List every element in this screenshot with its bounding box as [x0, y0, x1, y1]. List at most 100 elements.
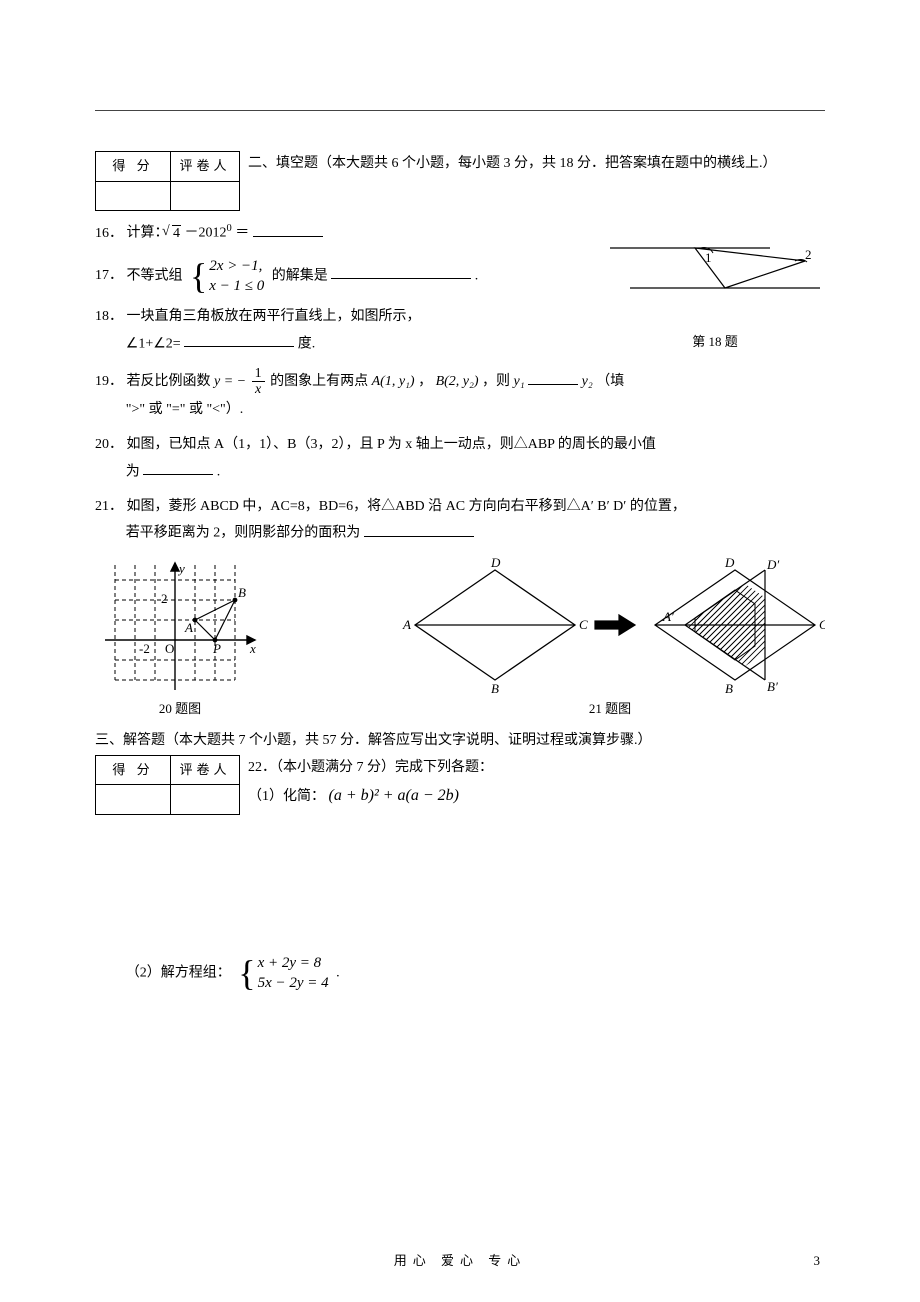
fig20-O: O — [165, 641, 174, 656]
figure-20: y x O A B P 2 -2 20 题图 — [95, 555, 265, 722]
q19-A: A(1, y₁) — [372, 374, 415, 389]
score-cell — [171, 181, 240, 211]
fig20-two: 2 — [161, 591, 168, 606]
footer-page: 3 — [814, 1249, 821, 1274]
section3-title: 三、解答题（本大题共 7 个小题，共 57 分．解答应写出文字说明、证明过程或演… — [95, 728, 825, 755]
score-cell — [171, 785, 240, 815]
q19-B: B(2, y₂) — [436, 374, 479, 389]
footer: 用心 爱心 专心 3 — [0, 1249, 920, 1274]
q19-num: 19． — [95, 369, 123, 396]
fig21-B2: B — [725, 681, 733, 695]
q16-sup: 0 — [227, 223, 232, 234]
fig21-C: C — [579, 617, 588, 632]
q16-num: 16． — [95, 221, 123, 248]
fig20-caption: 20 题图 — [159, 697, 201, 722]
figure-21: A B C D — [395, 555, 825, 722]
q20-line1: 如图，已知点 A（1，1）、B（3，2），且 P 为 x 轴上一动点，则△ABP… — [127, 437, 656, 452]
q17-period: . — [475, 268, 479, 283]
q19-blank — [528, 368, 578, 384]
fig21-caption: 21 题图 — [589, 697, 631, 722]
fig18-caption: 第 18 题 — [605, 330, 825, 355]
q20-num: 20． — [95, 432, 123, 459]
q16-eq: ＝ — [235, 226, 249, 241]
q17-tail: 的解集是 — [272, 268, 328, 283]
q19-line2: ">" 或 "=" 或 "<"）. — [95, 397, 825, 424]
q19-yeq: y = − — [214, 374, 246, 389]
score-col-1: 得 分 — [96, 152, 171, 182]
page: 得 分 评卷人 二、填空题（本大题共 6 个小题，每小题 3 分，共 18 分．… — [0, 0, 920, 1302]
question-19: 19． 若反比例函数 y = − 1 x 的图象上有两点 A(1, y₁) ， … — [95, 366, 825, 424]
figures-row: y x O A B P 2 -2 20 题图 — [95, 555, 825, 722]
q19-pre: 若反比例函数 — [127, 374, 215, 389]
q18-prefix: ∠1+∠2= — [126, 336, 181, 351]
q20-blank — [143, 459, 213, 475]
section2-title: 二、填空题（本大题共 6 个小题，每小题 3 分，共 18 分．把答案填在题中的… — [245, 151, 825, 178]
q18-suffix: 度. — [298, 336, 316, 351]
q20-line2-prefix: 为 — [126, 464, 140, 479]
q18-blank — [184, 331, 294, 347]
q19-comma: ， — [418, 374, 432, 389]
q17-label: 不等式组 — [127, 268, 183, 283]
q16-radicand: 4 — [172, 225, 181, 241]
score-table-sec2: 得 分 评卷人 — [95, 151, 240, 211]
fig21-Dprime: D′ — [766, 557, 779, 572]
fig18-label1: 1 — [705, 250, 712, 265]
q19-y1: y₁ — [514, 374, 525, 389]
footer-text: 用心 爱心 专心 — [394, 1253, 527, 1268]
work-space-1 — [95, 815, 825, 945]
q22-head: 22．（本小题满分 7 分）完成下列各题： — [245, 755, 825, 782]
figure-18: 1 2 第 18 题 — [605, 228, 825, 355]
question-20: 20． 如图，已知点 A（1，1）、B（3，2），且 P 为 x 轴上一动点，则… — [95, 432, 825, 486]
fig20-B: B — [238, 585, 246, 600]
q20-period: . — [217, 464, 221, 479]
q21-line1: 如图，菱形 ABCD 中，AC=8，BD=6，将△ABD 沿 AC 方向向右平移… — [127, 499, 686, 514]
question-22-part2: （2）解方程组： { x + 2y = 8 5x − 2y = 4 . — [95, 953, 825, 994]
score-col-2: 评卷人 — [171, 152, 240, 182]
q16-radical: √ — [162, 219, 170, 246]
fig20-P: P — [212, 641, 221, 656]
q22-p2-line1: x + 2y = 8 — [258, 953, 329, 973]
score-cell — [96, 181, 171, 211]
fig18-label2: 2 — [805, 247, 812, 262]
q19-frac-num: 1 — [252, 366, 265, 382]
score-table-sec3: 得 分 评卷人 — [95, 755, 240, 815]
fig21-B: B — [491, 681, 499, 695]
q22-p2-period: . — [336, 965, 340, 980]
q21-num: 21． — [95, 494, 123, 521]
q22-p1-expr: (a + b)² + a(a − 2b) — [329, 787, 460, 804]
q19-tail: （填 — [596, 374, 624, 389]
top-rule — [95, 110, 825, 111]
fig20-y: y — [177, 561, 185, 576]
q17-blank — [331, 263, 471, 279]
q19-y2: y₂ — [582, 374, 593, 389]
fig21-D2: D — [724, 555, 735, 570]
fig20-A: A — [184, 620, 193, 635]
fig21-C2: C — [819, 617, 825, 632]
fig20-neg2: -2 — [139, 641, 150, 656]
q19-mid: 的图象上有两点 — [270, 374, 372, 389]
q16-blank — [253, 221, 323, 237]
q17-num: 17． — [95, 263, 123, 290]
question-22: 22．（本小题满分 7 分）完成下列各题： （1）化简： (a + b)² + … — [245, 755, 825, 812]
question-17: 17． 不等式组 { 2x > −1, x − 1 ≤ 0 的解集是 . 1 2 — [95, 256, 825, 297]
q22-p2-line2: 5x − 2y = 4 — [258, 973, 329, 993]
fig20-x: x — [249, 641, 256, 656]
score3-col-2: 评卷人 — [171, 755, 240, 785]
q19-frac-den: x — [252, 382, 265, 397]
q22-p2-brace: { x + 2y = 8 5x − 2y = 4 — [238, 953, 328, 994]
score-cell — [96, 785, 171, 815]
score3-col-1: 得 分 — [96, 755, 171, 785]
q19-then: ，则 — [482, 374, 514, 389]
q18-text-a: 一块直角三角板放在两平行直线上，如图所示， — [127, 309, 421, 324]
q17-brace: { 2x > −1, x − 1 ≤ 0 — [190, 256, 264, 297]
q17-line2: x − 1 ≤ 0 — [209, 276, 264, 296]
q18-num: 18． — [95, 304, 123, 331]
fig21-Aprime: A′ — [662, 609, 674, 624]
q16-mid: －2012 — [185, 226, 227, 241]
fig21-A: A — [402, 617, 411, 632]
q22-p2-label: （2）解方程组： — [126, 965, 231, 980]
q17-line1: 2x > −1, — [209, 256, 264, 276]
fig21-D: D — [490, 555, 501, 570]
fig21-Bprime: B′ — [767, 679, 778, 694]
q21-line2: 若平移距离为 2，则阴影部分的面积为 — [126, 526, 361, 541]
